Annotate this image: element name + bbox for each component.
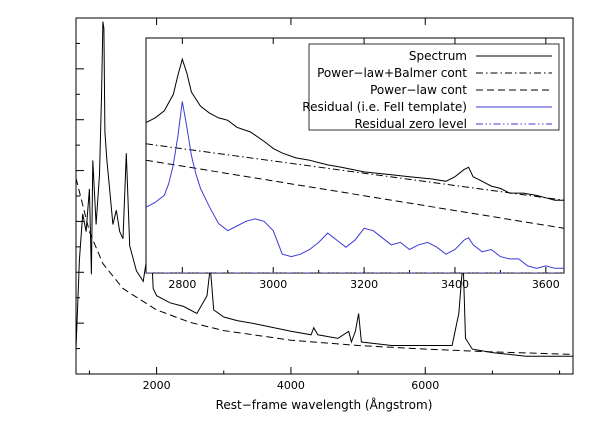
legend-entry-label: Power−law+Balmer cont bbox=[317, 66, 467, 80]
main-x-tick-label: 4000 bbox=[277, 379, 305, 392]
main-series bbox=[76, 21, 573, 357]
main-x-tick-label: 2000 bbox=[143, 379, 171, 392]
main-series-dashed bbox=[76, 178, 573, 355]
legend-box bbox=[308, 43, 560, 131]
inset-x-axis: 2800 3000 3200 3400 3600 bbox=[168, 38, 560, 291]
main-x-axis-label: Rest−frame wavelength (Ångstrom) bbox=[216, 397, 433, 412]
inset-series-dashdot bbox=[146, 143, 564, 201]
main-x-axis: 2000 4000 6000 bbox=[88, 18, 561, 392]
legend-entry-label: Residual zero level bbox=[354, 117, 467, 131]
legend-entry-label: Power−law cont bbox=[370, 83, 467, 97]
legend-entry-label: Residual (i.e. FeII template) bbox=[302, 100, 467, 114]
legend-entry-label: Spectrum bbox=[409, 49, 467, 63]
inset-series bbox=[146, 57, 564, 273]
inset-series-solid bbox=[146, 101, 564, 269]
inset-x-tick-label: 3600 bbox=[532, 278, 560, 291]
main-x-tick-label: 6000 bbox=[411, 379, 439, 392]
inset-x-tick-label: 2800 bbox=[168, 278, 196, 291]
inset-series-solid bbox=[146, 57, 564, 201]
inset-x-tick-label: 3000 bbox=[259, 278, 287, 291]
inset-x-tick-label: 3400 bbox=[441, 278, 469, 291]
inset-x-tick-label: 3200 bbox=[350, 278, 378, 291]
inset-series-dashed bbox=[146, 159, 564, 229]
inset-legend: Spectrum Power−law+Balmer cont Power−law c… bbox=[302, 43, 560, 131]
main-series-solid bbox=[76, 21, 573, 357]
